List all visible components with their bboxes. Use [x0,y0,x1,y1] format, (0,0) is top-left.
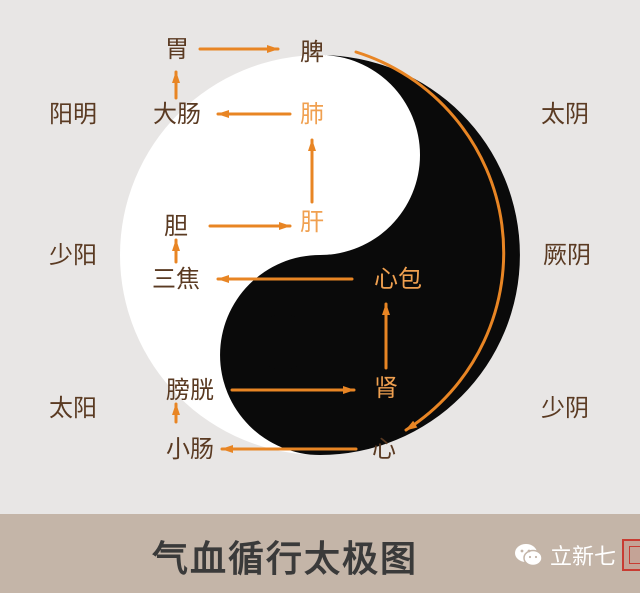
organ-label-gan: 肝 [300,208,324,236]
meridian-label-taiyang: 太阳 [49,394,97,422]
qixue-taiji-diagram: 胃 脾 大肠 肺 胆 肝 三焦 心包 膀胱 肾 小肠 心 阳明 少阳 太阳 太阴… [49,35,591,463]
watermark: 立新七 [514,539,640,571]
meridian-label-yangming: 阳明 [49,100,97,128]
meridian-label-jueyin: 厥阴 [543,241,591,269]
footer-band: 气血循行太极图 立新七 [0,514,640,593]
meridian-label-shaoyang: 少阳 [49,241,97,269]
organ-label-fei: 肺 [300,100,324,128]
organ-label-pangguang: 膀胱 [166,376,214,404]
organ-label-xiaochang: 小肠 [166,435,214,463]
organ-label-dachang: 大肠 [153,100,201,128]
organ-label-sanjiao: 三焦 [152,265,200,293]
organ-label-dan: 胆 [164,212,188,240]
flow-arrows [172,45,506,453]
meridian-label-shaoyin: 少阴 [541,394,589,422]
organ-label-pi: 脾 [300,38,324,66]
watermark-text: 立新七 [550,545,617,570]
organ-label-xinbao: 心包 [374,265,422,293]
taiji-symbol [120,55,520,455]
diagram-title: 气血循行太极图 [152,539,419,580]
organ-labels: 胃 脾 大肠 肺 胆 肝 三焦 心包 膀胱 肾 小肠 心 [152,35,422,463]
organ-label-shen: 肾 [374,374,398,402]
taiji-yin-eye [255,314,311,370]
meridian-labels: 阳明 少阳 太阳 太阴 厥阴 少阴 [49,100,591,422]
arrow-pi-to-xin [354,50,506,432]
organ-label-xin: 心 [372,435,396,463]
meridian-label-taiyin: 太阴 [541,100,589,128]
seal-stamp-icon [622,539,640,571]
wechat-icon [515,544,543,567]
organ-label-wei: 胃 [165,35,189,63]
